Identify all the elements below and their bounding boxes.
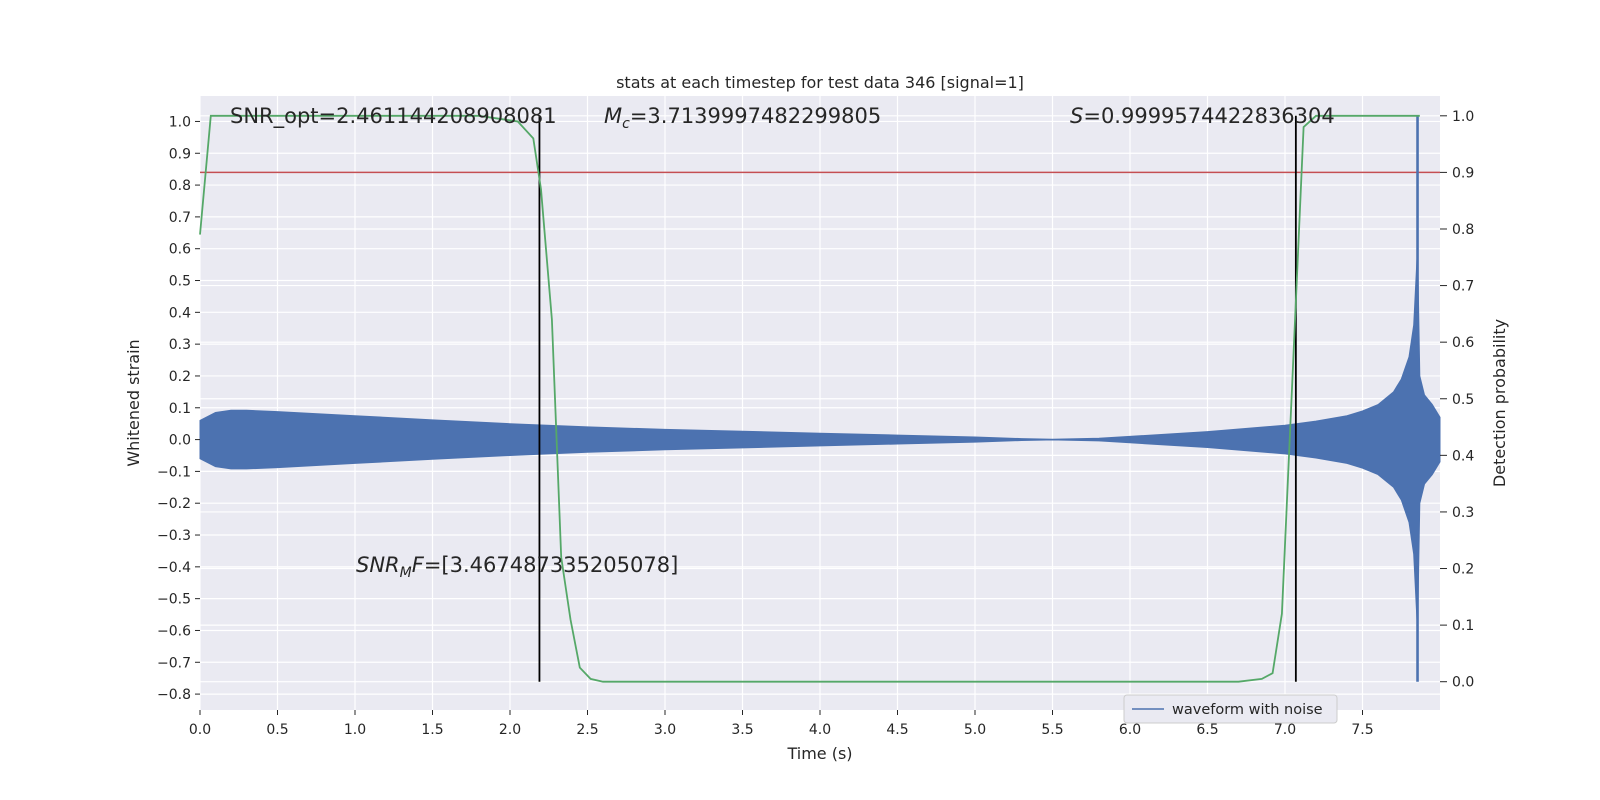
x-tick-label: 1.5 [421, 722, 443, 738]
x-tick-label: 3.0 [654, 722, 676, 738]
y-tick-label-left: −0.7 [157, 655, 191, 671]
x-tick-label: 5.0 [964, 722, 986, 738]
x-tick-label: 7.0 [1274, 722, 1296, 738]
chart-title: stats at each timestep for test data 346… [616, 73, 1024, 92]
y-tick-label-right: 0.1 [1452, 618, 1474, 634]
y-axis-right-ticks: 1.0 0.9 0.8 0.7 0.6 0.5 0.4 0.3 0.2 0.1 0.0 [1440, 109, 1474, 691]
y-tick-label-left: −0.5 [157, 592, 191, 608]
x-tick-label: 6.0 [1119, 722, 1141, 738]
y-axis-left-ticks: 1.0 0.9 0.8 0.7 0.6 0.5 0.4 0.3 0.2 0.1 0.0 −0.1 −0.… [157, 114, 200, 703]
detection-probability-line [199, 114, 1420, 683]
x-tick-label: 2.5 [576, 722, 598, 738]
y-tick-label-left: −0.8 [157, 687, 191, 703]
legend: waveform with noise [1123, 694, 1338, 724]
x-axis-label: Time (s) [786, 744, 852, 763]
y-tick-label-right: 0.0 [1452, 675, 1474, 691]
y-tick-label-right: 0.5 [1452, 392, 1474, 408]
x-tick-label: 3.5 [731, 722, 753, 738]
x-tick-label: 6.5 [1196, 722, 1218, 738]
legend-box [1123, 694, 1338, 724]
legend-label: waveform with noise [1172, 702, 1323, 718]
detection-stat-annotation: S=0.9999574422836304 [1070, 104, 1335, 128]
x-tick-label: 4.5 [886, 722, 908, 738]
y-tick-label-left: −0.6 [157, 623, 191, 639]
snr-opt-annotation: SNR_opt=2.461144208908081 [230, 104, 557, 129]
grid [199, 96, 1440, 710]
y-tick-label-right: 0.4 [1452, 448, 1474, 464]
y-tick-label-right: 0.2 [1452, 562, 1474, 578]
y-tick-label-right: 0.6 [1452, 335, 1474, 351]
chirp-mass-annotation: Mc=3.7139997482299805 [604, 104, 881, 132]
y-axis-left-label: Whitened strain [124, 339, 143, 466]
y-tick-label-left: 0.4 [169, 305, 191, 321]
y-tick-label-right: 0.9 [1452, 165, 1474, 181]
y-tick-label-right: 0.7 [1452, 279, 1474, 295]
y-tick-label-left: 0.8 [169, 178, 191, 194]
y-axis-right-label: Detection probability [1490, 319, 1509, 487]
y-tick-label-left: 0.3 [169, 337, 191, 353]
y-tick-label-right: 1.0 [1452, 109, 1474, 125]
y-tick-label-left: 1.0 [169, 114, 191, 130]
y-tick-label-left: −0.2 [157, 496, 191, 512]
overlay-lines [199, 114, 1440, 683]
snr-mf-annotation: SNRMF=[3.467487335205078] [356, 553, 678, 581]
x-tick-label: 2.0 [499, 722, 521, 738]
y-tick-label-left: 0.5 [169, 274, 191, 290]
x-tick-label: 7.5 [1351, 722, 1373, 738]
x-tick-label: 4.0 [809, 722, 831, 738]
y-tick-label-left: 0.0 [169, 433, 191, 449]
y-tick-label-left: 0.1 [169, 401, 191, 417]
x-axis-ticks: 0.0 0.5 1.0 1.5 2.0 2.5 3.0 3.5 4.0 4.5 5.0 5.5 6.0 6… [189, 710, 1374, 738]
y-tick-label-right: 0.3 [1452, 505, 1474, 521]
y-tick-label-right: 0.8 [1452, 222, 1474, 238]
waveform-envelope [199, 248, 1441, 631]
waveform-series [199, 248, 1441, 631]
x-tick-label: 5.5 [1041, 722, 1063, 738]
y-tick-label-left: 0.9 [169, 146, 191, 162]
y-tick-label-left: −0.1 [157, 464, 191, 480]
y-tick-label-left: 0.2 [169, 369, 191, 385]
y-tick-label-left: −0.4 [157, 560, 191, 576]
x-tick-label: 1.0 [344, 722, 366, 738]
y-tick-label-left: 0.7 [169, 210, 191, 226]
y-tick-label-left: −0.3 [157, 528, 191, 544]
x-tick-label: 0.5 [266, 722, 288, 738]
y-tick-label-left: 0.6 [169, 242, 191, 258]
x-tick-label: 0.0 [189, 722, 211, 738]
